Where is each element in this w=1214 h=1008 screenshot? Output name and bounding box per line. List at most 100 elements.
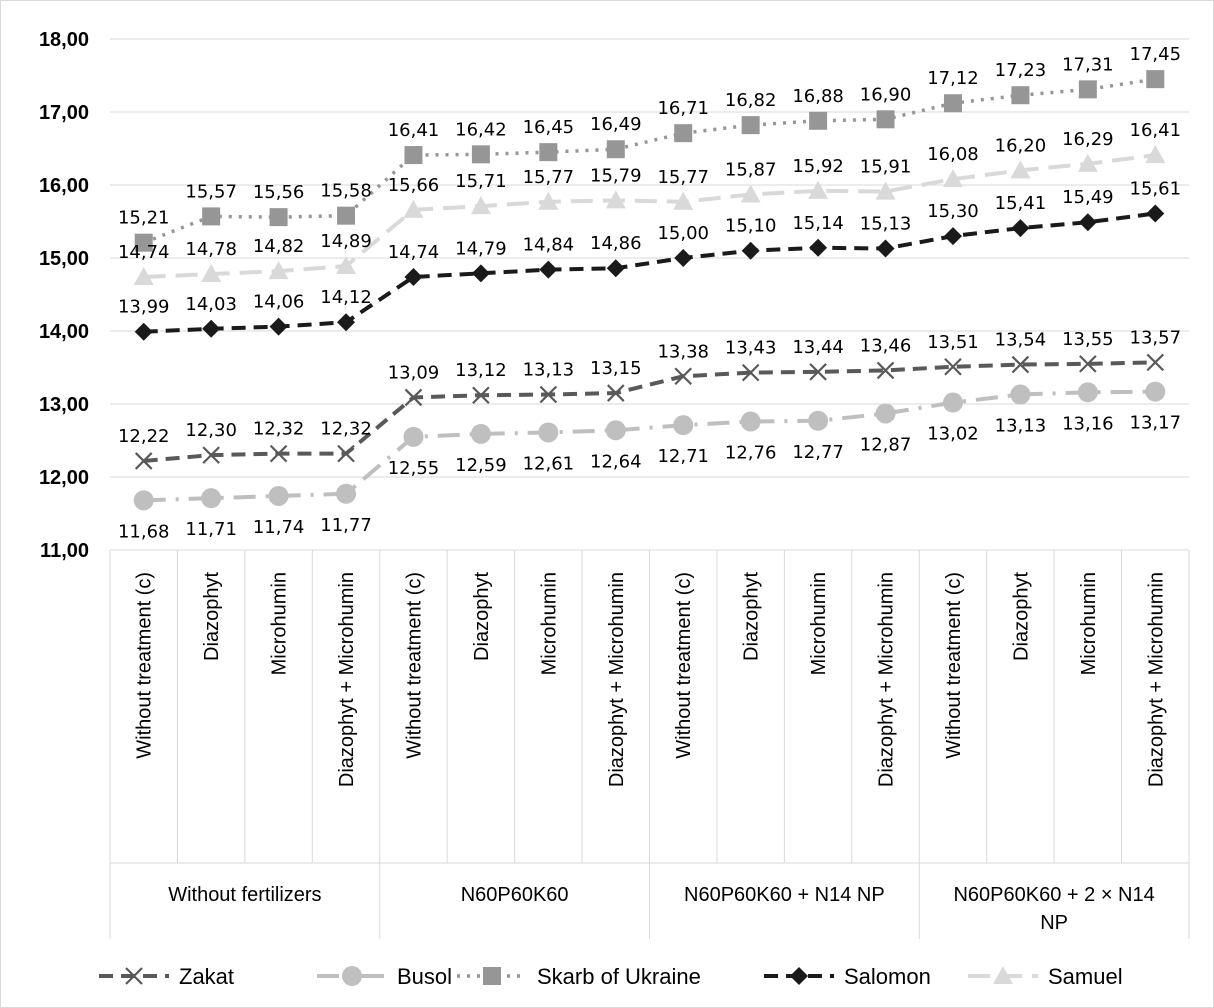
data-label: 13,38 — [657, 341, 709, 362]
data-label: 12,32 — [320, 419, 372, 440]
data-point — [876, 110, 895, 129]
data-point — [808, 410, 829, 431]
data-point — [471, 145, 490, 164]
data-label: 15,41 — [995, 193, 1047, 214]
data-label: 15,58 — [320, 181, 372, 202]
data-label: 15,92 — [792, 156, 844, 177]
data-point — [470, 196, 491, 215]
data-point — [943, 94, 962, 113]
legend-label: Busol — [397, 964, 452, 989]
data-point — [470, 423, 491, 444]
x-category-label: Diazophyt — [471, 572, 493, 661]
series-line-busol — [143, 389, 1156, 503]
data-label: 13,57 — [1130, 327, 1182, 348]
data-label: 16,20 — [995, 135, 1047, 156]
data-label: 12,77 — [792, 442, 844, 463]
data-point — [336, 256, 357, 275]
data-label: 13,99 — [118, 297, 170, 318]
data-point — [337, 444, 355, 463]
data-label: 14,74 — [388, 242, 440, 263]
data-point — [740, 411, 761, 432]
data-label: 12,71 — [657, 446, 709, 467]
data-label: 17,12 — [927, 68, 979, 89]
data-label: 15,57 — [185, 181, 237, 202]
x-group-label: N60P60K60 — [461, 884, 569, 906]
data-label: 12,64 — [590, 451, 642, 472]
data-point — [539, 260, 558, 279]
data-point — [1078, 80, 1097, 99]
x-category-label: Without treatment (c) — [673, 572, 695, 759]
x-category-label: Microhumin — [808, 572, 830, 675]
x-category-label: Diazophyt — [741, 572, 763, 661]
data-label: 14,12 — [320, 287, 372, 308]
data-label: 15,00 — [657, 223, 709, 244]
data-point — [1077, 382, 1098, 403]
data-point — [1145, 381, 1166, 402]
data-label: 13,13 — [995, 416, 1047, 437]
legend-marker — [790, 967, 808, 985]
data-label: 15,14 — [792, 213, 844, 234]
gridlines — [110, 38, 1189, 551]
data-point — [674, 367, 692, 386]
data-point — [269, 444, 288, 463]
data-label: 14,86 — [590, 233, 642, 254]
x-category-label: Microhumin — [1078, 572, 1100, 675]
data-label: 17,23 — [995, 60, 1047, 81]
data-label: 12,61 — [523, 453, 575, 474]
x-category-label: Without treatment (c) — [943, 572, 965, 759]
x-category-label: Without treatment (c) — [134, 572, 156, 759]
x-category-label: Without treatment (c) — [403, 572, 425, 759]
data-label: 15,30 — [927, 201, 979, 222]
x-category-label: Diazophyt + Microhumin — [336, 572, 358, 787]
x-category-label: Microhumin — [538, 572, 560, 675]
x-group-label: N60P60K60 + N14 NP — [684, 884, 885, 906]
data-point — [1077, 153, 1098, 172]
data-label: 15,87 — [725, 159, 777, 180]
data-label: 16,90 — [860, 84, 912, 105]
data-label: 15,77 — [523, 167, 575, 188]
data-point — [876, 361, 895, 380]
data-point — [538, 191, 559, 210]
y-tick-label: 18,00 — [39, 29, 89, 51]
y-tick-label: 16,00 — [39, 175, 89, 197]
y-tick-label: 12,00 — [39, 467, 89, 489]
data-point — [1011, 355, 1030, 374]
data-label: 12,22 — [118, 426, 170, 447]
data-point — [403, 199, 424, 218]
data-point — [133, 490, 154, 511]
data-point — [1079, 355, 1097, 373]
x-group-label: NP — [1040, 912, 1068, 934]
legend-marker — [342, 966, 362, 986]
data-point — [809, 111, 828, 130]
data-point — [134, 233, 153, 252]
data-point — [1078, 213, 1097, 232]
y-tick-label: 11,00 — [40, 540, 89, 562]
data-point — [471, 264, 490, 283]
data-label: 12,30 — [185, 420, 237, 441]
data-point — [403, 426, 424, 447]
data-point — [337, 313, 356, 332]
data-label: 14,03 — [185, 294, 237, 315]
data-point — [942, 169, 963, 188]
data-label: 16,49 — [590, 114, 642, 135]
data-point — [134, 322, 153, 341]
data-point — [741, 241, 760, 260]
data-label: 13,16 — [1062, 413, 1114, 434]
series-line-salomon — [143, 211, 1156, 334]
data-label: 13,44 — [792, 337, 844, 358]
data-point — [202, 207, 221, 226]
data-point — [875, 181, 896, 200]
data-point — [269, 317, 288, 336]
data-label: 16,08 — [927, 144, 979, 165]
legend-marker — [483, 967, 501, 985]
data-point — [1145, 145, 1166, 164]
x-category-label: Diazophyt + Microhumin — [1145, 572, 1167, 787]
data-point — [336, 483, 357, 504]
x-category-label: Diazophyt — [201, 572, 223, 661]
data-point — [944, 357, 962, 376]
series-line-zakat — [143, 360, 1156, 463]
data-label: 11,68 — [118, 521, 170, 542]
data-point — [134, 452, 153, 470]
data-point — [942, 392, 963, 413]
